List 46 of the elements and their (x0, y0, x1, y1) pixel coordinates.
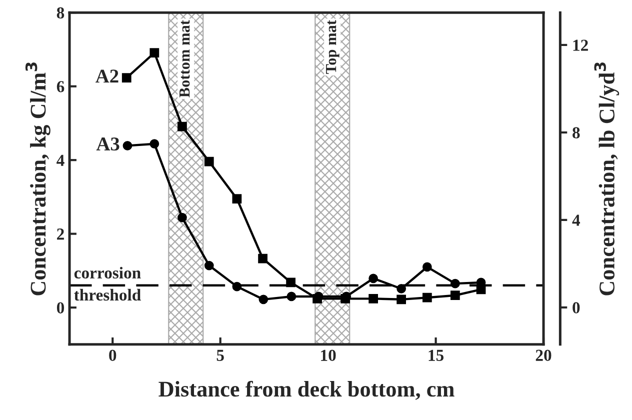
point (178, 122, 187, 132)
y2-tick-label: 4 (572, 214, 580, 226)
point (312, 294, 322, 304)
x-tick-label: 15 (428, 350, 444, 361)
y-tick-label: 8 (56, 7, 64, 19)
x-axis-title: Distance from deck bottom, cm (158, 380, 454, 400)
point (340, 294, 350, 304)
point (122, 73, 132, 83)
y2-tick-label: 0 (572, 302, 580, 314)
point (368, 274, 378, 284)
point (204, 156, 214, 166)
point (396, 294, 406, 304)
y-tick-label: 6 (56, 81, 64, 92)
point (286, 278, 296, 288)
y-tick-label: 4 (56, 154, 64, 166)
point (286, 292, 296, 302)
y-tick-label: 0 (56, 302, 64, 314)
point (368, 294, 378, 304)
x-tick-label: 10 (321, 350, 336, 361)
y2-axis-title: Concentration, lb Cl/yd$^{3}$ (594, 62, 620, 296)
ref-line-label: corrosion threshold (74, 266, 141, 301)
series-label: A2 (96, 70, 118, 83)
point (450, 278, 460, 288)
band-label: Bottom mat (180, 20, 190, 98)
point (422, 262, 432, 272)
y2-tick-label: 12 (573, 40, 588, 51)
point (204, 260, 214, 270)
point (150, 139, 160, 149)
point (422, 292, 432, 302)
point (258, 294, 268, 304)
y-tick-label: 2 (57, 228, 64, 240)
x-tick-label: 0 (109, 350, 116, 361)
y2-tick-label: 8 (572, 127, 580, 138)
point (450, 290, 460, 300)
point (232, 194, 242, 204)
x-tick-label: 20 (536, 350, 552, 361)
point (232, 282, 242, 292)
point (258, 254, 268, 264)
y-axis-title: Concentration, kg Cl/m$^{3}$ (25, 62, 50, 296)
point (150, 48, 160, 58)
point (178, 212, 187, 222)
series-label: A3 (96, 137, 120, 151)
x-tick-label: 5 (216, 350, 224, 361)
band-label: Top mat (326, 20, 340, 74)
point (396, 284, 406, 294)
point (122, 141, 132, 150)
